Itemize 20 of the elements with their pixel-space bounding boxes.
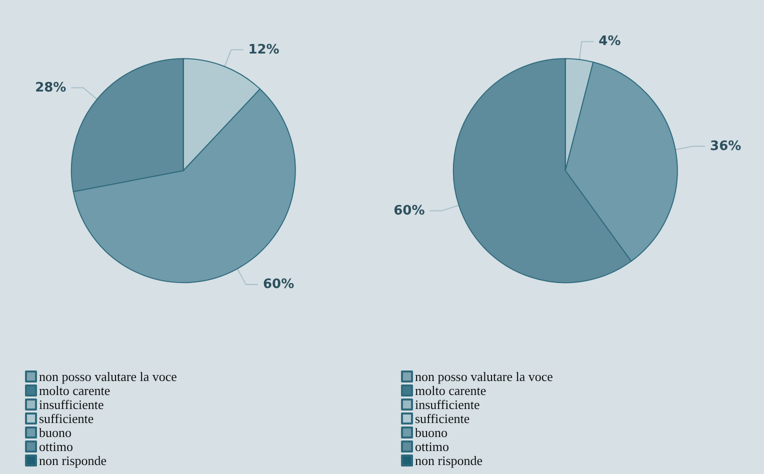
data-label: 28% <box>35 80 66 96</box>
legend-label: molto carente <box>39 383 110 398</box>
data-label: 4% <box>598 34 621 50</box>
legend-label: non risponde <box>39 453 107 468</box>
legend-label: sufficiente <box>39 411 94 426</box>
legend-label: non risponde <box>415 453 483 468</box>
legend-label: non posso valutare la voce <box>39 369 178 384</box>
data-label: 12% <box>248 42 280 58</box>
legend-label: buono <box>39 425 72 440</box>
legend-label: non posso valutare la voce <box>415 369 554 384</box>
data-label: 60% <box>394 203 425 218</box>
legend-label: sufficiente <box>415 411 470 426</box>
legend-label: ottimo <box>415 439 449 454</box>
legend-label: buono <box>415 425 448 440</box>
legend-label: insufficiente <box>415 397 480 412</box>
legend-label: insufficiente <box>39 397 104 412</box>
data-label: 60% <box>262 277 294 292</box>
data-label: 36% <box>710 138 742 154</box>
legend-label: ottimo <box>39 439 73 454</box>
legend-label: molto carente <box>415 383 486 398</box>
